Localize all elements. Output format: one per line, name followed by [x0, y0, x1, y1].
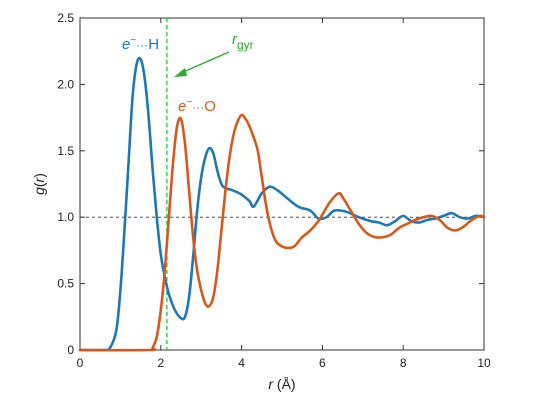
x-tick-label: 8: [400, 356, 407, 370]
y-axis-label: g(r): [31, 173, 47, 195]
rgyr-annotation: rgyr: [232, 31, 254, 52]
x-tick-label: 4: [238, 356, 245, 370]
y-tick-label: 0: [67, 343, 74, 357]
x-axis-label: r (Å): [268, 376, 295, 392]
series-layer: [78, 56, 486, 352]
x-tick-label: 10: [477, 356, 491, 370]
y-tick-label: 0.5: [57, 277, 74, 291]
eo-annotation: e−···O: [178, 97, 216, 115]
series-line-eH: [78, 56, 486, 352]
reference-lines: [80, 18, 484, 350]
y-tick-label: 1.5: [57, 144, 74, 158]
axis-ticks: 0 2 4 6 8 10 0 0.5 1.0 1.5 2.0 2.5: [57, 11, 491, 370]
rgyr-arrow: [174, 51, 230, 77]
series-line-eO: [78, 113, 486, 352]
x-tick-label: 2: [157, 356, 164, 370]
y-tick-label: 2.5: [57, 11, 74, 25]
y-tick-label: 2.0: [57, 77, 74, 91]
y-tick-label: 1.0: [57, 210, 74, 224]
plot-frame: [79, 17, 485, 351]
x-tick-label: 6: [319, 356, 326, 370]
eh-annotation: e−···H: [122, 35, 159, 53]
x-tick-label: 0: [77, 356, 84, 370]
